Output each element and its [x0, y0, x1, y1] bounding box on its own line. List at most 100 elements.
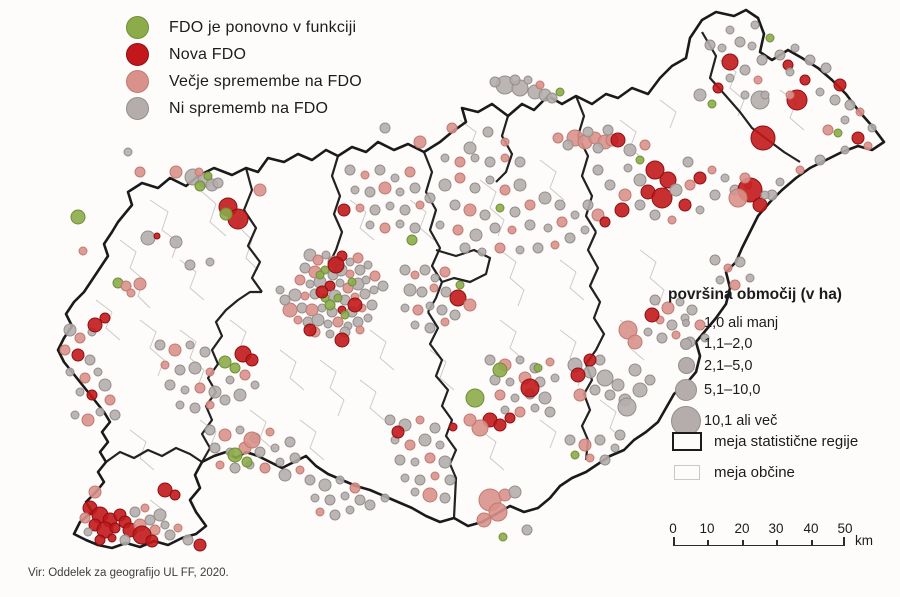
map-point	[153, 508, 167, 522]
map-point	[712, 82, 724, 94]
scale-tick-label: 10	[699, 521, 715, 536]
map-point	[345, 269, 355, 279]
size-circle-icon	[680, 338, 692, 350]
map-point	[707, 99, 717, 109]
map-point	[533, 363, 543, 373]
map-point	[361, 275, 371, 285]
boundary-label: meja občine	[714, 464, 795, 481]
map-point	[582, 126, 594, 138]
map-point	[175, 400, 185, 410]
map-point	[239, 369, 251, 381]
map-point	[643, 327, 653, 337]
map-point	[509, 74, 521, 86]
map-point	[415, 200, 425, 210]
map-point	[669, 183, 683, 197]
map-point	[495, 203, 505, 213]
map-point	[153, 232, 161, 240]
map-point	[436, 304, 448, 316]
map-point	[245, 353, 259, 367]
map-point	[284, 436, 296, 448]
map-point	[395, 219, 405, 229]
map-point	[406, 234, 418, 246]
map-point	[293, 315, 303, 325]
map-point	[120, 280, 132, 292]
map-point	[225, 375, 235, 385]
map-point	[543, 223, 553, 233]
map-point	[582, 199, 594, 211]
legend-item-new: Nova FDO	[126, 41, 362, 68]
map-point	[804, 54, 816, 66]
map-point	[844, 99, 856, 111]
map-point	[212, 177, 224, 189]
map-point	[610, 132, 626, 148]
fdo-points-layer	[59, 20, 877, 552]
map-point	[440, 286, 452, 298]
map-point	[455, 280, 465, 290]
map-point	[395, 187, 405, 197]
map-point	[318, 478, 332, 492]
map-point	[126, 288, 136, 298]
map-point	[424, 452, 436, 464]
map-point	[345, 505, 355, 515]
map-point	[315, 285, 329, 299]
map-point	[335, 278, 345, 288]
size-circle-icon	[675, 379, 697, 401]
size-legend: površina območij (v ha) 1,0 ali manj 1,1…	[668, 286, 842, 441]
map-point	[219, 394, 231, 406]
map-point	[345, 257, 355, 267]
map-point	[360, 170, 370, 180]
map-point	[715, 275, 725, 285]
map-point	[435, 440, 445, 450]
map-point	[304, 474, 316, 486]
map-point	[350, 185, 360, 195]
size-class-label: 2,1–5,0	[704, 357, 753, 374]
map-point	[562, 139, 574, 151]
map-point	[840, 115, 850, 125]
map-point	[71, 348, 85, 362]
map-point	[315, 270, 325, 280]
map-point	[144, 514, 156, 526]
boundary-legend-region: meja statistične regije	[672, 432, 858, 451]
map-point	[347, 277, 357, 287]
map-point	[438, 455, 452, 469]
map-point	[720, 173, 730, 183]
map-point	[134, 166, 146, 178]
map-point	[440, 317, 450, 327]
map-point	[509, 206, 521, 218]
map-point	[185, 340, 195, 350]
map-point	[790, 43, 800, 53]
map-point	[573, 388, 587, 402]
map-point	[208, 385, 222, 399]
map-point	[484, 156, 496, 168]
map-point	[594, 434, 606, 446]
map-point	[740, 90, 750, 100]
map-point	[327, 256, 345, 274]
map-point	[550, 373, 560, 383]
map-point	[470, 153, 480, 163]
map-point	[592, 164, 604, 176]
legend-item-label: Ni sprememb na FDO	[169, 99, 329, 117]
map-point	[591, 208, 605, 222]
map-point	[363, 260, 373, 270]
map-point	[424, 192, 436, 204]
map-point	[659, 171, 677, 189]
map-point	[410, 270, 420, 280]
map-point	[515, 355, 525, 365]
map-point	[488, 502, 508, 522]
map-point	[760, 90, 770, 100]
map-point	[633, 173, 647, 187]
map-point	[363, 313, 373, 323]
map-point	[614, 202, 630, 218]
map-point	[414, 474, 426, 486]
map-point	[333, 293, 343, 303]
map-point	[639, 139, 651, 151]
map-point	[589, 384, 601, 396]
size-legend-title: površina območij (v ha)	[668, 286, 842, 303]
map-point	[169, 235, 183, 249]
map-point	[618, 320, 638, 340]
map-point	[554, 199, 566, 211]
map-point	[410, 487, 420, 497]
map-point	[570, 450, 580, 460]
map-point	[180, 385, 190, 395]
